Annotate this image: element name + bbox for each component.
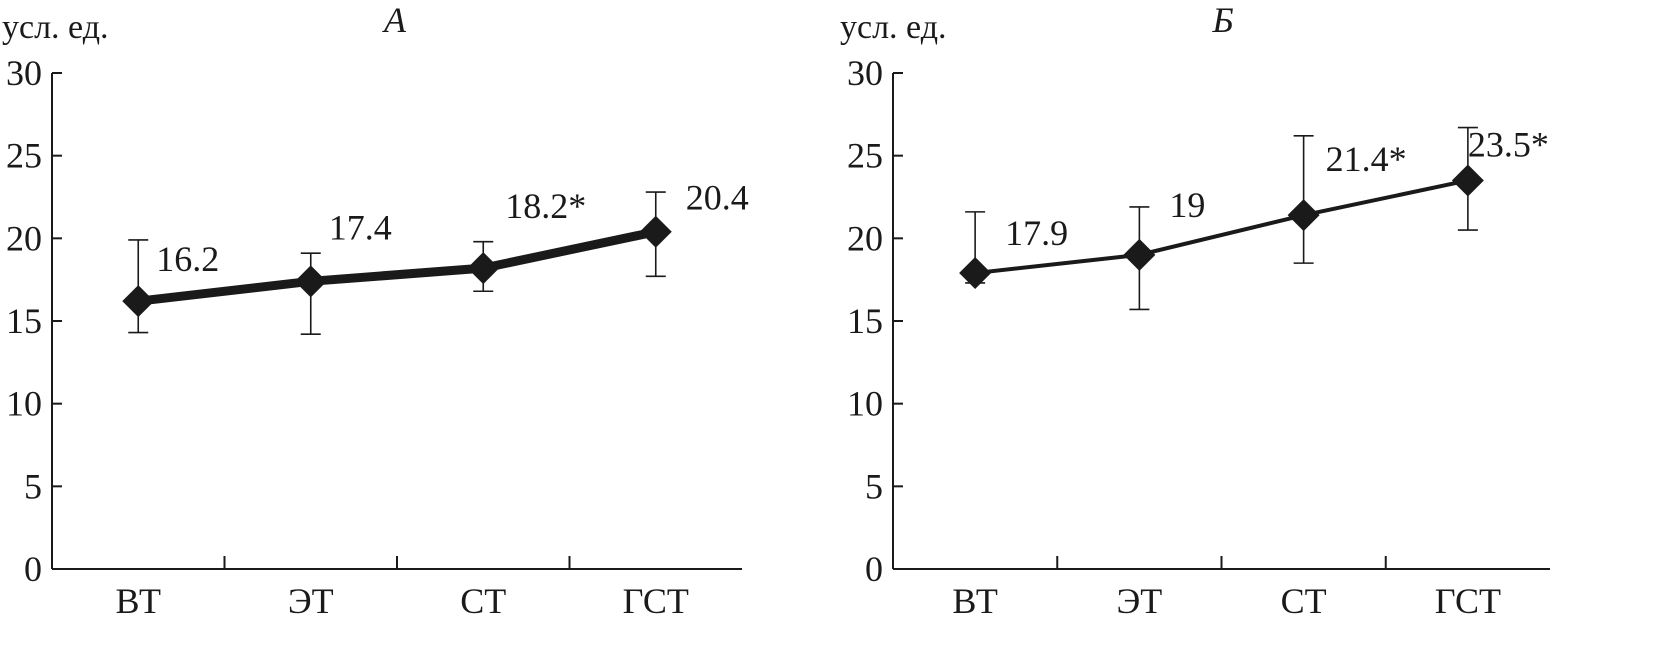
y-tick-label: 5 xyxy=(24,466,42,506)
y-tick-label: 10 xyxy=(847,384,883,424)
data-label: 16.2 xyxy=(156,239,219,279)
y-tick-label: 10 xyxy=(6,384,42,424)
panel-title: Б xyxy=(1211,0,1233,40)
data-label: 23.5* xyxy=(1468,124,1549,164)
x-tick-label: ГСТ xyxy=(623,581,689,621)
y-axis-unit-label: усл. ед. xyxy=(840,9,947,46)
y-tick-label: 0 xyxy=(24,549,42,589)
data-label: 21.4* xyxy=(1326,139,1407,179)
y-tick-label: 20 xyxy=(6,218,42,258)
y-tick-label: 5 xyxy=(865,466,883,506)
data-label: 18.2* xyxy=(505,186,586,226)
series-line xyxy=(974,178,1469,276)
y-tick-label: 20 xyxy=(847,218,883,258)
data-point-marker xyxy=(639,215,672,248)
data-point-marker xyxy=(1451,164,1484,197)
panel-title: А xyxy=(382,0,407,40)
y-tick-label: 15 xyxy=(847,301,883,341)
x-tick-label: ГСТ xyxy=(1435,581,1501,621)
y-tick-label: 0 xyxy=(865,549,883,589)
y-tick-label: 30 xyxy=(847,53,883,93)
data-point-marker xyxy=(467,252,500,285)
x-tick-label: ВТ xyxy=(952,581,998,621)
y-tick-label: 30 xyxy=(6,53,42,93)
x-tick-label: ВТ xyxy=(115,581,161,621)
data-point-marker xyxy=(1287,199,1320,232)
data-point-marker xyxy=(1123,238,1156,271)
y-tick-label: 15 xyxy=(6,301,42,341)
chart-panel-a: 0 5 10 15 20 25 30 ВТ ЭТ СТ ГСТ усл. ед. А 16.2 17.4 18… xyxy=(2,0,749,621)
data-label: 19 xyxy=(1169,185,1205,225)
y-tick-label: 25 xyxy=(847,136,883,176)
data-point-marker xyxy=(294,265,327,298)
data-label: 17.9 xyxy=(1005,213,1068,253)
x-tick-label: СТ xyxy=(1281,581,1327,621)
data-point-marker xyxy=(959,257,992,290)
data-label: 20.4 xyxy=(686,178,749,218)
y-axis-unit-label: усл. ед. xyxy=(2,9,109,46)
x-tick-label: ЭТ xyxy=(288,581,334,621)
series-line xyxy=(137,227,657,306)
x-tick-label: СТ xyxy=(460,581,506,621)
x-tick-label: ЭТ xyxy=(1116,581,1162,621)
data-label: 17.4 xyxy=(329,207,392,247)
y-tick-label: 25 xyxy=(6,136,42,176)
chart-panel-b: 0 5 10 15 20 25 30 ВТ ЭТ СТ ГСТ усл. ед. Б 17.9 19 21.4… xyxy=(840,0,1550,621)
data-point-marker xyxy=(122,285,155,318)
